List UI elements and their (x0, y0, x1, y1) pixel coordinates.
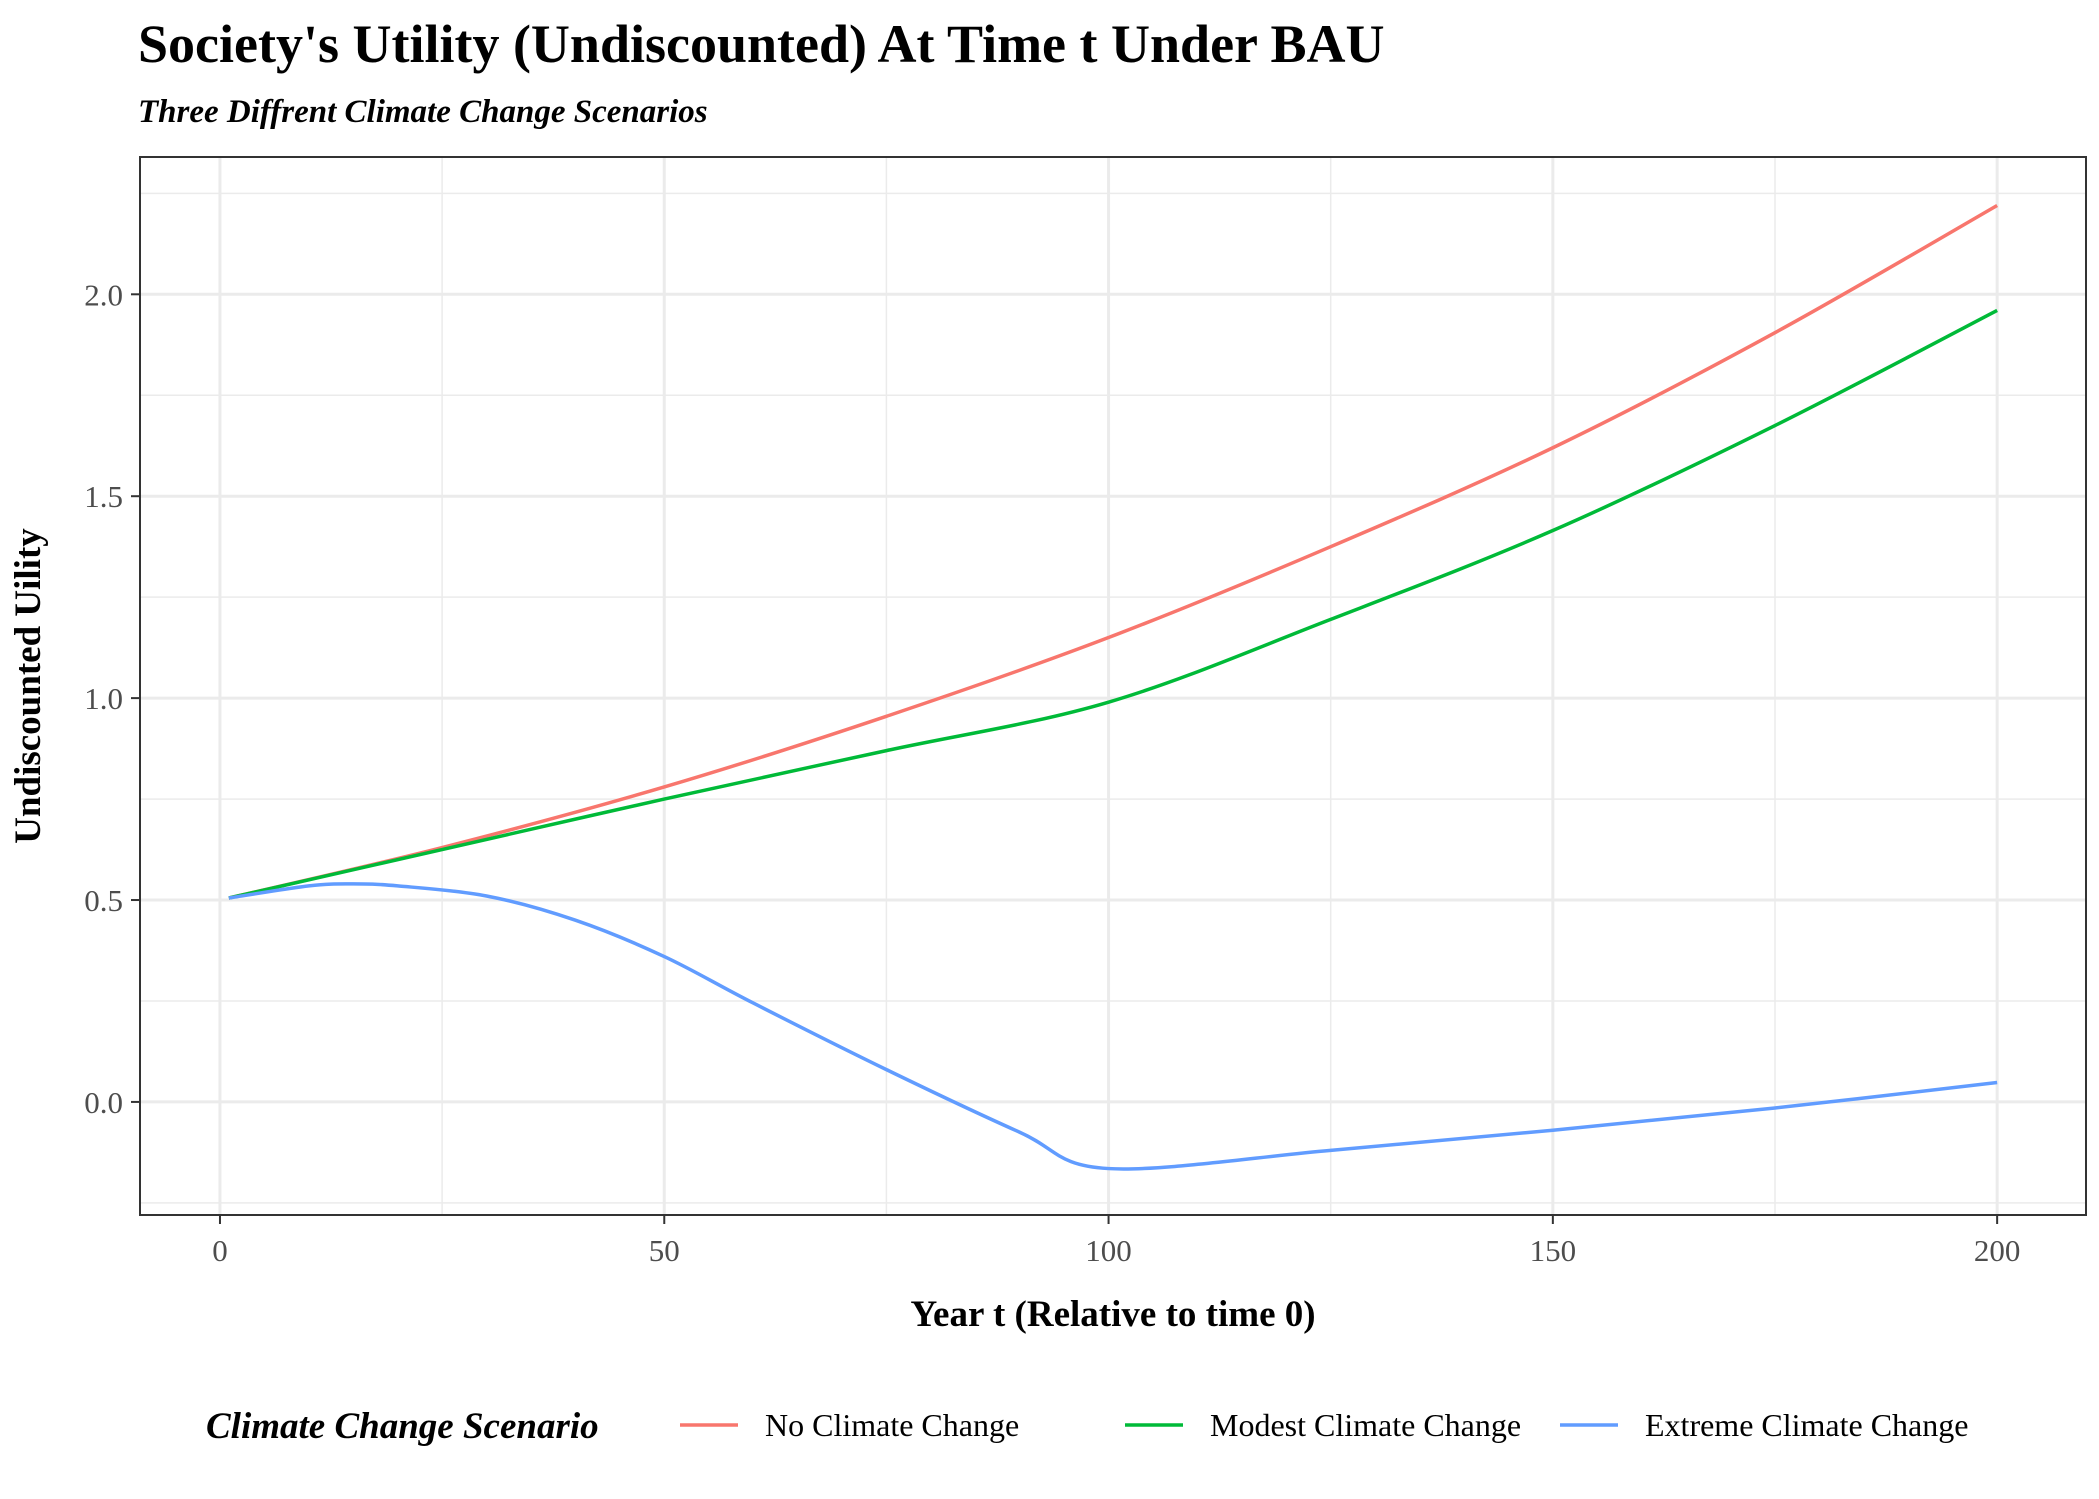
x-tick-label: 50 (649, 1233, 680, 1268)
chart-title: Society's Utility (Undiscounted) At Time… (138, 14, 1385, 74)
x-axis: 0 50 100 150 200 (212, 1215, 2020, 1268)
series-line-0 (228, 203, 1999, 900)
plot-border (139, 156, 2087, 1216)
y-tick-label: 2.0 (84, 277, 123, 312)
legend-title: Climate Change Scenario (206, 1406, 599, 1447)
legend: Climate Change Scenario No Climate Chang… (206, 1406, 1968, 1447)
x-axis-title: Year t (Relative to time 0) (910, 1294, 1315, 1335)
x-tick-label: 150 (1530, 1233, 1577, 1268)
x-tick-label: 0 (212, 1233, 228, 1268)
y-tick-label: 0.0 (84, 1085, 123, 1120)
series-lines (228, 203, 1999, 1171)
y-tick-label: 1.5 (84, 479, 123, 514)
y-tick-label: 1.0 (84, 681, 123, 716)
minor-gridlines (140, 157, 2086, 1215)
y-tick-label: 0.5 (84, 883, 123, 918)
legend-label-1: Modest Climate Change (1210, 1407, 1521, 1443)
series-line-2 (228, 882, 1998, 1171)
x-tick-label: 100 (1085, 1233, 1132, 1268)
x-tick-label: 200 (1974, 1233, 2021, 1268)
chart-subtitle: Three Diffrent Climate Change Scenarios (138, 94, 708, 130)
y-axis: 0.0 0.5 1.0 1.5 2.0 (84, 277, 140, 1120)
y-axis-title: Undiscounted Uility (8, 528, 49, 844)
major-gridlines (140, 157, 2086, 1215)
legend-label-2: Extreme Climate Change (1645, 1407, 1968, 1443)
legend-label-0: No Climate Change (765, 1407, 1019, 1443)
series-line-1 (228, 308, 1998, 900)
plot-background (140, 157, 2086, 1215)
